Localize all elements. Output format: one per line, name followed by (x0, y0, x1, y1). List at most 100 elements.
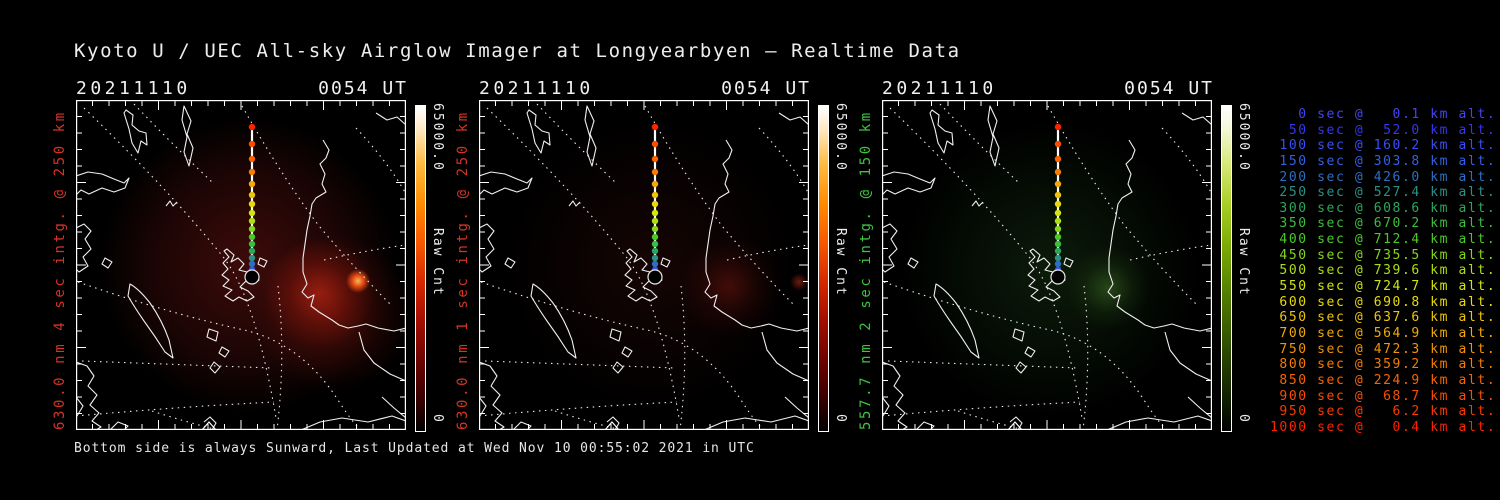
panel-date: 20211110 (479, 78, 594, 99)
satellite-track (244, 123, 260, 285)
track-point (248, 254, 256, 262)
panel-date: 20211110 (76, 78, 191, 99)
track-point (651, 240, 659, 248)
axis-ticks (479, 100, 809, 430)
track-point (248, 247, 256, 255)
track-point (248, 123, 256, 131)
ephemeris-row: 50 sec @ 52.0 km alt. (1270, 122, 1497, 138)
track-point (1054, 180, 1062, 188)
colorbar-max-label: 65000.0 (1236, 103, 1251, 172)
panel-wavelength-label: 557.7 nm 2 sec intg. @ 150 km (858, 110, 874, 430)
ephemeris-row: 350 sec @ 670.2 km alt. (1270, 216, 1497, 232)
ephemeris-row: 200 sec @ 426.0 km alt. (1270, 169, 1497, 185)
allsky-map (479, 100, 809, 430)
track-point (1054, 225, 1062, 233)
track-point (1054, 140, 1062, 148)
track-point (1054, 168, 1062, 176)
colorbar (415, 105, 426, 432)
satellite-track (1050, 123, 1066, 285)
track-point (651, 123, 659, 131)
allsky-map (76, 100, 406, 430)
ephemeris-row: 1000 sec @ 0.4 km alt. (1270, 419, 1497, 435)
ephemeris-row: 750 sec @ 472.3 km alt. (1270, 341, 1497, 357)
track-point (651, 155, 659, 163)
colorbar-max-label: 65000.0 (833, 103, 848, 172)
map-frame (479, 100, 809, 430)
ephemeris-row: 150 sec @ 303.8 km alt. (1270, 153, 1497, 169)
ephemeris-row: 500 sec @ 739.6 km alt. (1270, 263, 1497, 279)
colorbar-max-label: 65000.0 (430, 103, 445, 172)
panel-time-ut: 0054 UT (1124, 78, 1214, 99)
panel-wavelength-label: 630.0 nm 4 sec intg. @ 250 km (52, 110, 68, 430)
track-point (1054, 217, 1062, 225)
ephemeris-legend: 0 sec @ 0.1 km alt. 50 sec @ 52.0 km alt… (1270, 107, 1496, 435)
track-point (248, 240, 256, 248)
track-point (248, 217, 256, 225)
track-point (651, 200, 659, 208)
track-point (1054, 200, 1062, 208)
track-point (1054, 240, 1062, 248)
track-point (248, 260, 256, 268)
axis-ticks (76, 100, 406, 430)
track-point (651, 217, 659, 225)
panel-time-ut: 0054 UT (318, 78, 408, 99)
ephemeris-row: 700 sec @ 564.9 km alt. (1270, 325, 1497, 341)
track-point (248, 191, 256, 199)
ephemeris-row: 600 sec @ 690.8 km alt. (1270, 294, 1497, 310)
ephemeris-row: 400 sec @ 712.4 km alt. (1270, 232, 1497, 248)
track-point (1054, 191, 1062, 199)
track-point (248, 168, 256, 176)
satellite-track (647, 123, 663, 285)
map-overlay (479, 100, 809, 430)
ephemeris-row: 250 sec @ 527.4 km alt. (1270, 185, 1497, 201)
station-marker (1050, 269, 1066, 285)
colorbar-title: Raw Cnt (1236, 228, 1251, 297)
colorbar-min-label: 0 (833, 414, 848, 424)
station-marker (647, 269, 663, 285)
colorbar-title: Raw Cnt (430, 228, 445, 297)
ephemeris-row: 550 sec @ 724.7 km alt. (1270, 279, 1497, 295)
imager-panel: 20211110 0054 UT 557.7 nm 2 sec intg. @ … (858, 0, 1292, 500)
panel-date: 20211110 (882, 78, 997, 99)
track-point (248, 155, 256, 163)
track-point (1054, 123, 1062, 131)
track-point (248, 180, 256, 188)
ephemeris-row: 800 sec @ 359.2 km alt. (1270, 357, 1497, 373)
station-marker (244, 269, 260, 285)
map-overlay (882, 100, 1212, 430)
track-point (248, 200, 256, 208)
track-point (651, 254, 659, 262)
track-point (651, 225, 659, 233)
axis-ticks (882, 100, 1212, 430)
track-point (651, 233, 659, 241)
colorbar-min-label: 0 (430, 414, 445, 424)
footer-note: Bottom side is always Sunward, Last Upda… (74, 441, 755, 456)
colorbar-title: Raw Cnt (833, 228, 848, 297)
track-point (1054, 233, 1062, 241)
track-point (248, 209, 256, 217)
track-point (651, 260, 659, 268)
ephemeris-row: 100 sec @ 160.2 km alt. (1270, 138, 1497, 154)
imager-panel: 20211110 0054 UT 630.0 nm 4 sec intg. @ … (52, 0, 486, 500)
allsky-map (882, 100, 1212, 430)
track-point (651, 140, 659, 148)
page-title: Kyoto U / UEC All-sky Airglow Imager at … (74, 40, 961, 62)
track-point (1054, 260, 1062, 268)
panel-wavelength-label: 630.0 nm 1 sec intg. @ 250 km (455, 110, 471, 430)
colorbar (818, 105, 829, 432)
ephemeris-row: 950 sec @ 6.2 km alt. (1270, 404, 1497, 420)
colorbar-min-label: 0 (1236, 414, 1251, 424)
track-point (651, 168, 659, 176)
ephemeris-row: 650 sec @ 637.6 km alt. (1270, 310, 1497, 326)
imager-panel: 20211110 0054 UT 630.0 nm 1 sec intg. @ … (455, 0, 889, 500)
map-overlay (76, 100, 406, 430)
track-point (651, 247, 659, 255)
track-point (651, 180, 659, 188)
colorbar (1221, 105, 1232, 432)
track-point (248, 225, 256, 233)
track-point (1054, 209, 1062, 217)
track-point (1054, 254, 1062, 262)
track-point (651, 209, 659, 217)
ephemeris-row: 0 sec @ 0.1 km alt. (1270, 107, 1497, 122)
